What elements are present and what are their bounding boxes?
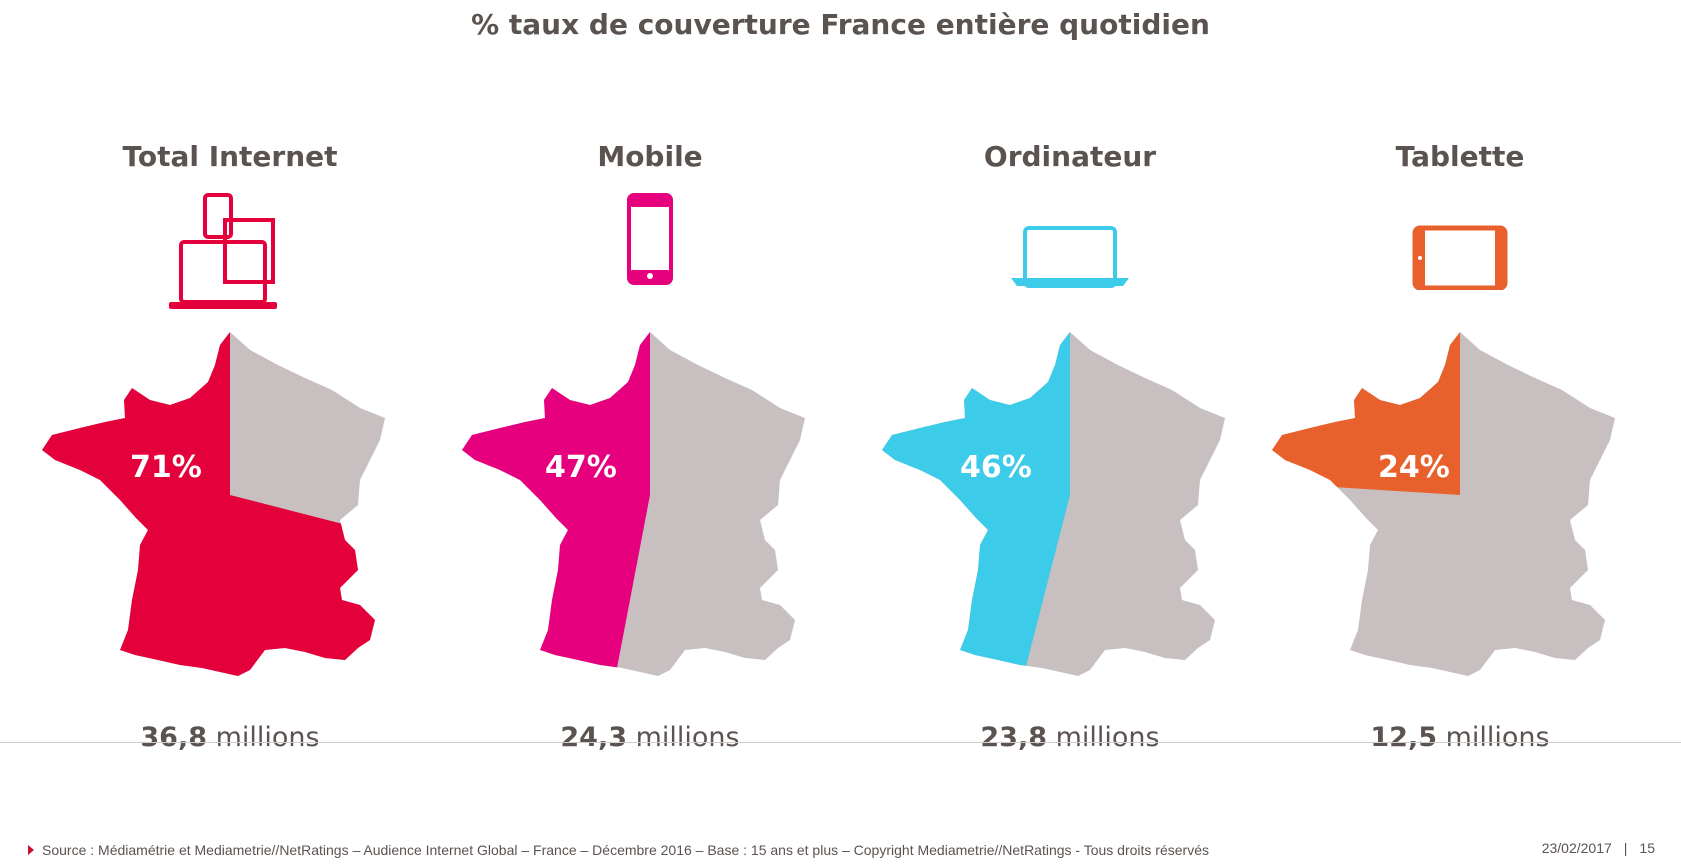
panel-total-internet: Total Internet 71% 36,8 millions <box>20 0 440 780</box>
panel-title: Ordinateur <box>983 140 1157 173</box>
panel-title: Mobile <box>597 140 703 173</box>
smartphone-icon <box>440 190 860 320</box>
audience-unit: millions <box>1445 722 1550 753</box>
france-map-total-internet <box>40 330 420 710</box>
coverage-percent: 24% <box>1378 450 1450 485</box>
laptop-icon <box>860 190 1280 320</box>
audience-value: 36,8 <box>140 722 207 753</box>
panel-title: Tablette <box>1395 140 1525 173</box>
page-info: 23/02/2017 | 15 <box>1542 840 1655 856</box>
coverage-percent: 46% <box>960 450 1032 485</box>
panel-mobile: Mobile 47% 24,3 millions <box>440 0 860 780</box>
audience-value: 12,5 <box>1370 722 1437 753</box>
france-map-mobile <box>460 330 840 710</box>
tablet-icon <box>1250 190 1670 320</box>
audience-value: 23,8 <box>980 722 1047 753</box>
coverage-wedge <box>42 332 385 676</box>
coverage-percent: 47% <box>545 450 617 485</box>
panel-ordinateur: Ordinateur 46% 23,8 millions <box>860 0 1280 780</box>
divider-line <box>0 742 1681 743</box>
bullet-triangle-icon <box>28 845 34 855</box>
audience-unit: millions <box>215 722 320 753</box>
panel-title: Total Internet <box>122 140 338 173</box>
audience-value: 24,3 <box>560 722 627 753</box>
source-text: Source : Médiamétrie et Mediametrie//Net… <box>42 842 1209 858</box>
coverage-percent: 71% <box>130 450 202 485</box>
panel-tablette: Tablette 24% 12,5 millions <box>1250 0 1670 780</box>
audience-millions: 24,3 millions <box>440 722 860 753</box>
page-separator: | <box>1623 840 1628 856</box>
audience-unit: millions <box>1055 722 1160 753</box>
audience-millions: 23,8 millions <box>860 722 1280 753</box>
france-map-tablette <box>1270 330 1650 710</box>
coverage-wedge <box>1272 332 1460 495</box>
multi-device-icon <box>20 190 440 320</box>
france-map-ordinateur <box>880 330 1260 710</box>
audience-unit: millions <box>635 722 740 753</box>
source-footer: Source : Médiamétrie et Mediametrie//Net… <box>28 842 1209 858</box>
page-number: 15 <box>1639 840 1655 856</box>
slide-date: 23/02/2017 <box>1541 840 1612 856</box>
chart-title: % taux de couverture France entière quot… <box>471 8 1210 41</box>
audience-millions: 36,8 millions <box>20 722 440 753</box>
audience-millions: 12,5 millions <box>1250 722 1670 753</box>
